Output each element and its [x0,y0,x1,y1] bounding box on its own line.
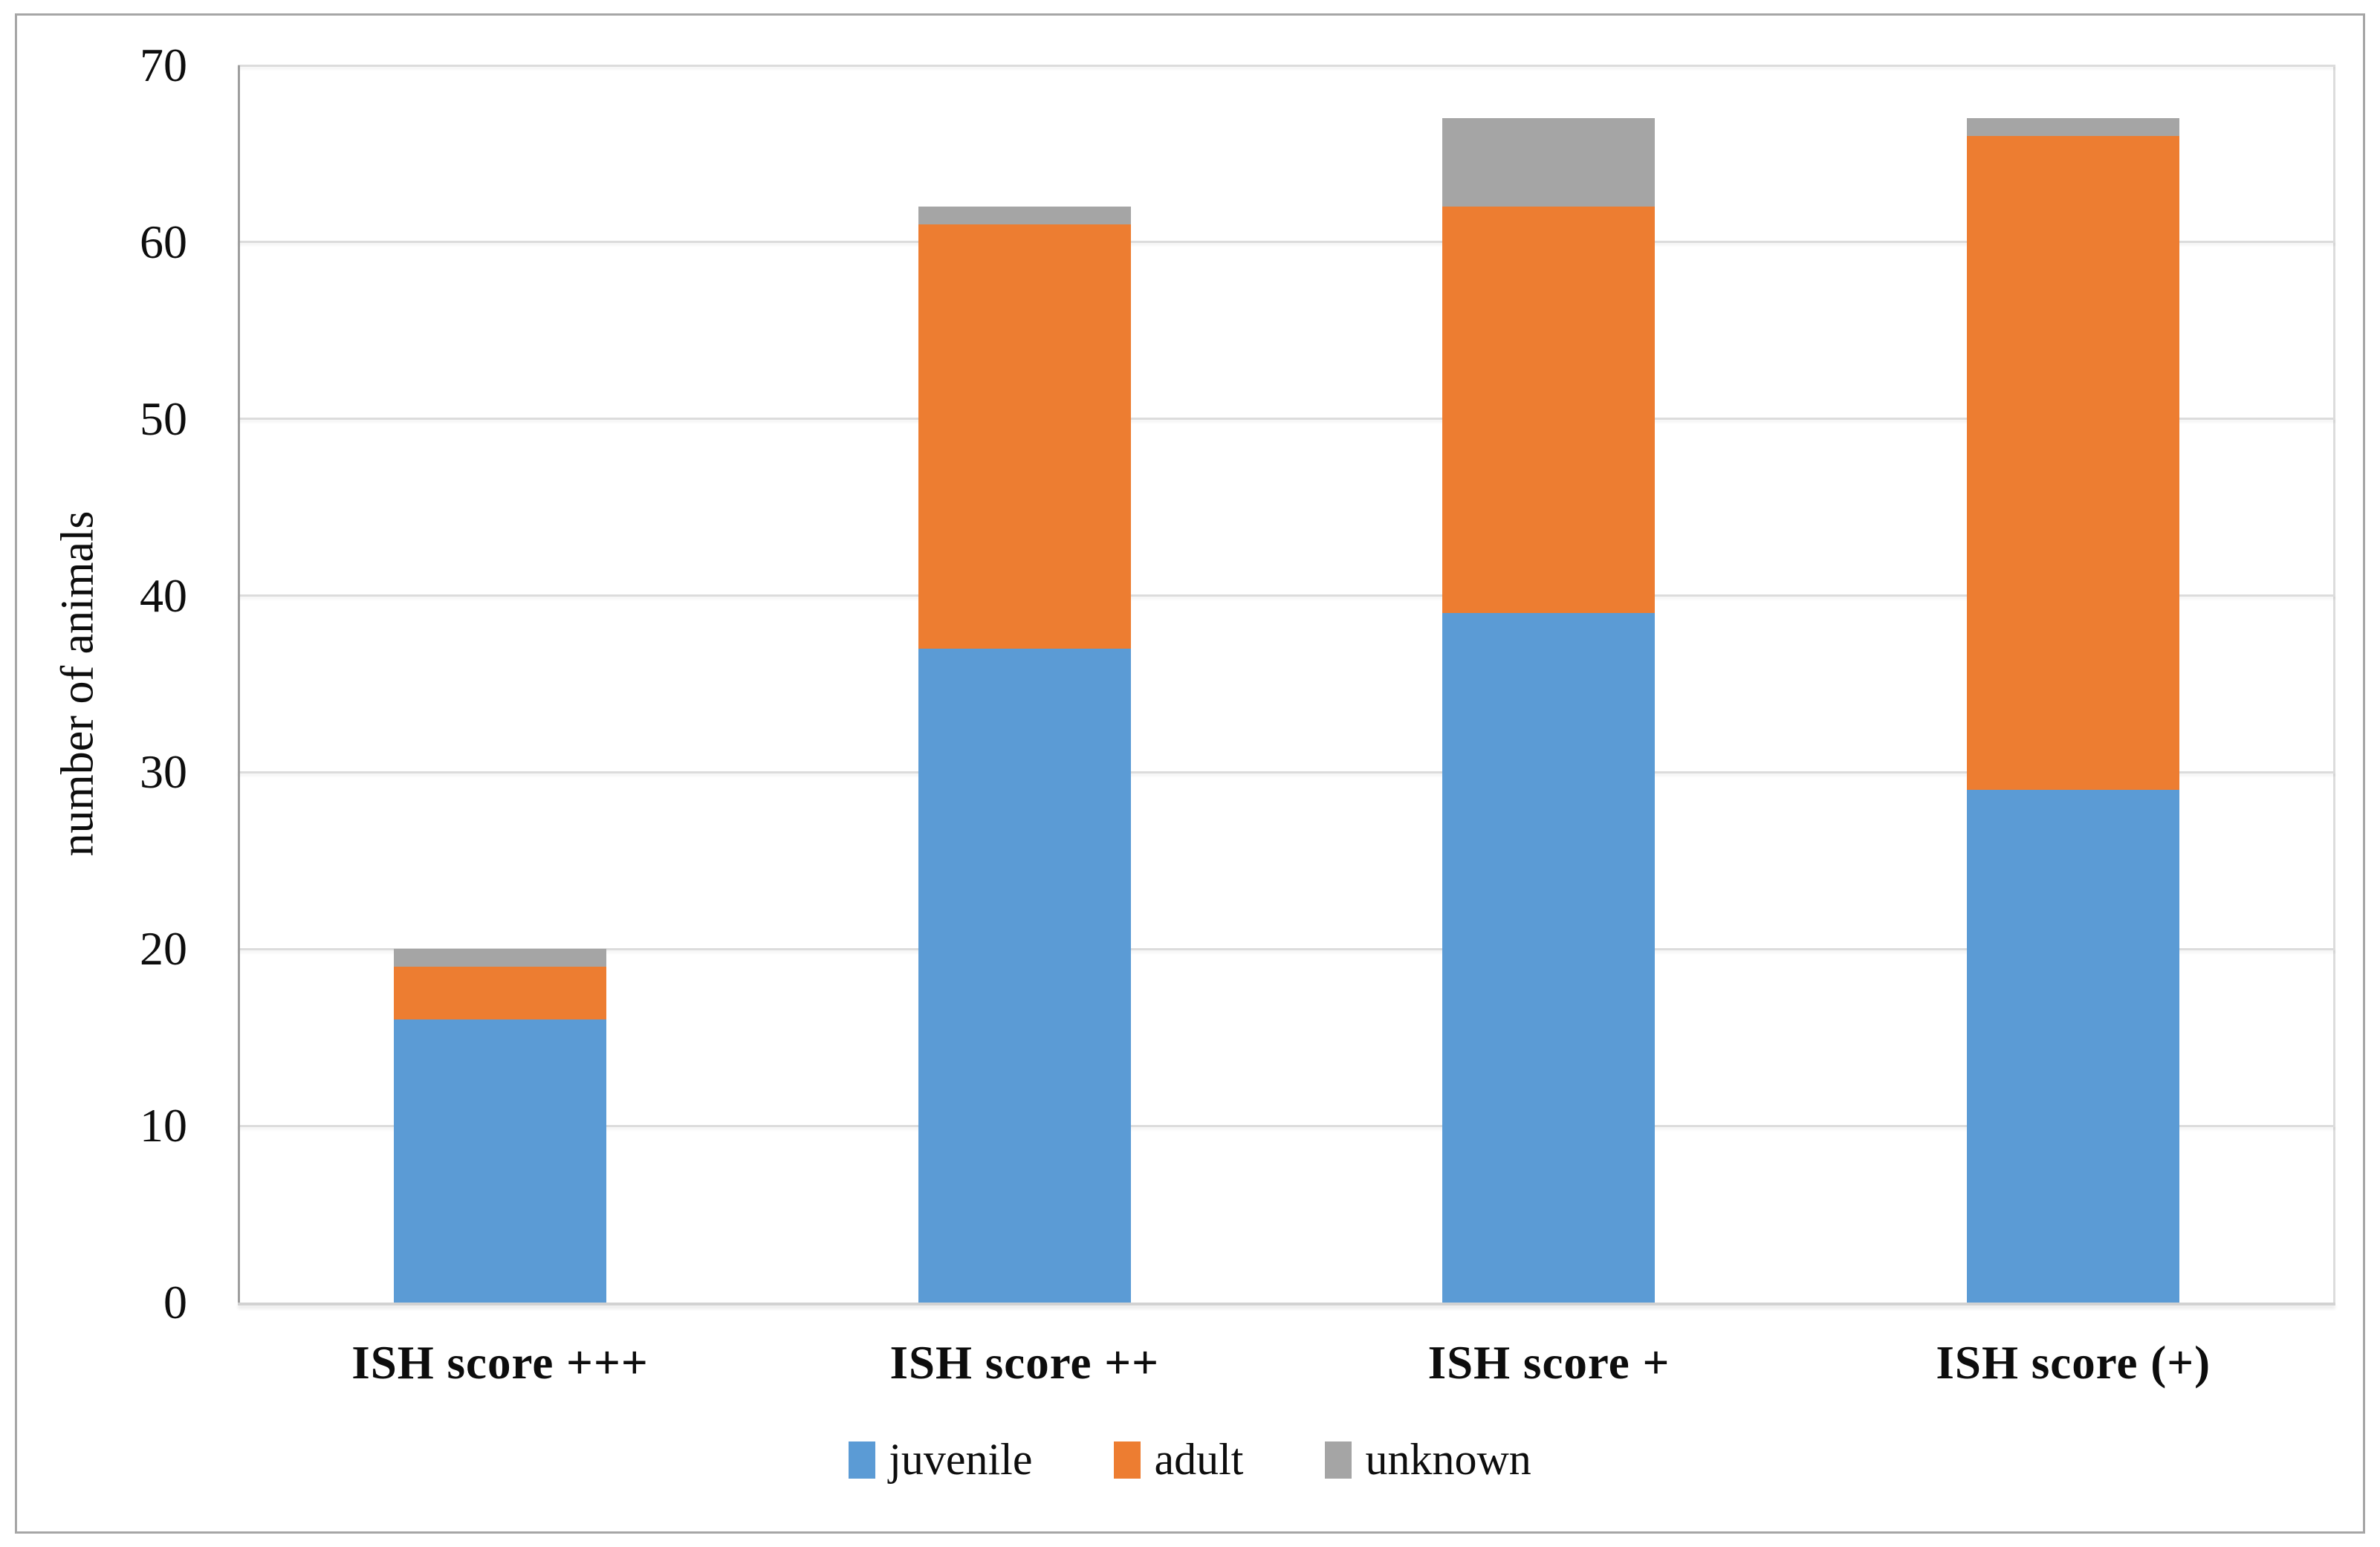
y-tick-label-70: 70 [140,39,187,91]
y-axis-title: number of animals [52,510,103,857]
bar-segment-adult-3 [1442,207,1656,614]
legend-swatch-juvenile [849,1441,876,1479]
y-tick-label-50: 50 [140,392,187,445]
x-category-label-3: ISH score + [1427,1337,1670,1389]
y-tick-label-20: 20 [140,922,187,976]
y-tick-label-30: 30 [140,745,187,799]
gridline-y-60 [238,241,2335,244]
legend-item-unknown: unknown [1325,1434,1531,1485]
gridline-y-70 [238,64,2335,67]
bar-segment-unknown-3 [1442,118,1656,207]
bar-segment-adult-1 [393,967,606,1020]
bar-segment-unknown-2 [918,207,1131,225]
bar-segment-juvenile-2 [918,648,1131,1303]
bar-segment-juvenile-4 [1967,790,2180,1303]
plot-border-right [2333,65,2335,1303]
gridline-y-40 [238,594,2335,597]
bar-segment-juvenile-3 [1442,613,1656,1303]
bar-segment-unknown-4 [1967,118,2180,137]
bar-segment-adult-4 [1967,136,2180,791]
gridline-y-10 [238,1124,2335,1127]
bar-segment-adult-2 [918,224,1131,649]
y-tick-label-60: 60 [140,215,187,268]
legend-item-juvenile: juvenile [849,1434,1032,1485]
plot-area [238,64,2335,1303]
bar-segment-unknown-1 [393,949,606,967]
legend-label-unknown: unknown [1365,1435,1531,1484]
legend-item-adult: adult [1114,1434,1243,1485]
x-category-label-2: ISH score ++ [889,1337,1160,1389]
bar-segment-juvenile-1 [393,1019,606,1303]
x-category-label-4: ISH score (+) [1936,1337,2211,1389]
y-axis-line [238,65,240,1305]
x-category-label-1: ISH score +++ [351,1337,649,1389]
y-tick-label-10: 10 [140,1099,187,1152]
legend-swatch-adult [1114,1441,1141,1479]
y-tick-label-0: 0 [163,1276,187,1329]
legend-label-adult: adult [1154,1435,1244,1484]
gridline-y-20 [238,947,2335,950]
y-tick-label-40: 40 [140,568,187,622]
x-axis-line [238,1303,2335,1306]
gridline-y-30 [238,771,2335,774]
legend: juvenile adult unknown [0,1434,2380,1485]
legend-label-juvenile: juvenile [889,1435,1033,1484]
gridline-y-50 [238,418,2335,421]
legend-swatch-unknown [1325,1441,1352,1479]
